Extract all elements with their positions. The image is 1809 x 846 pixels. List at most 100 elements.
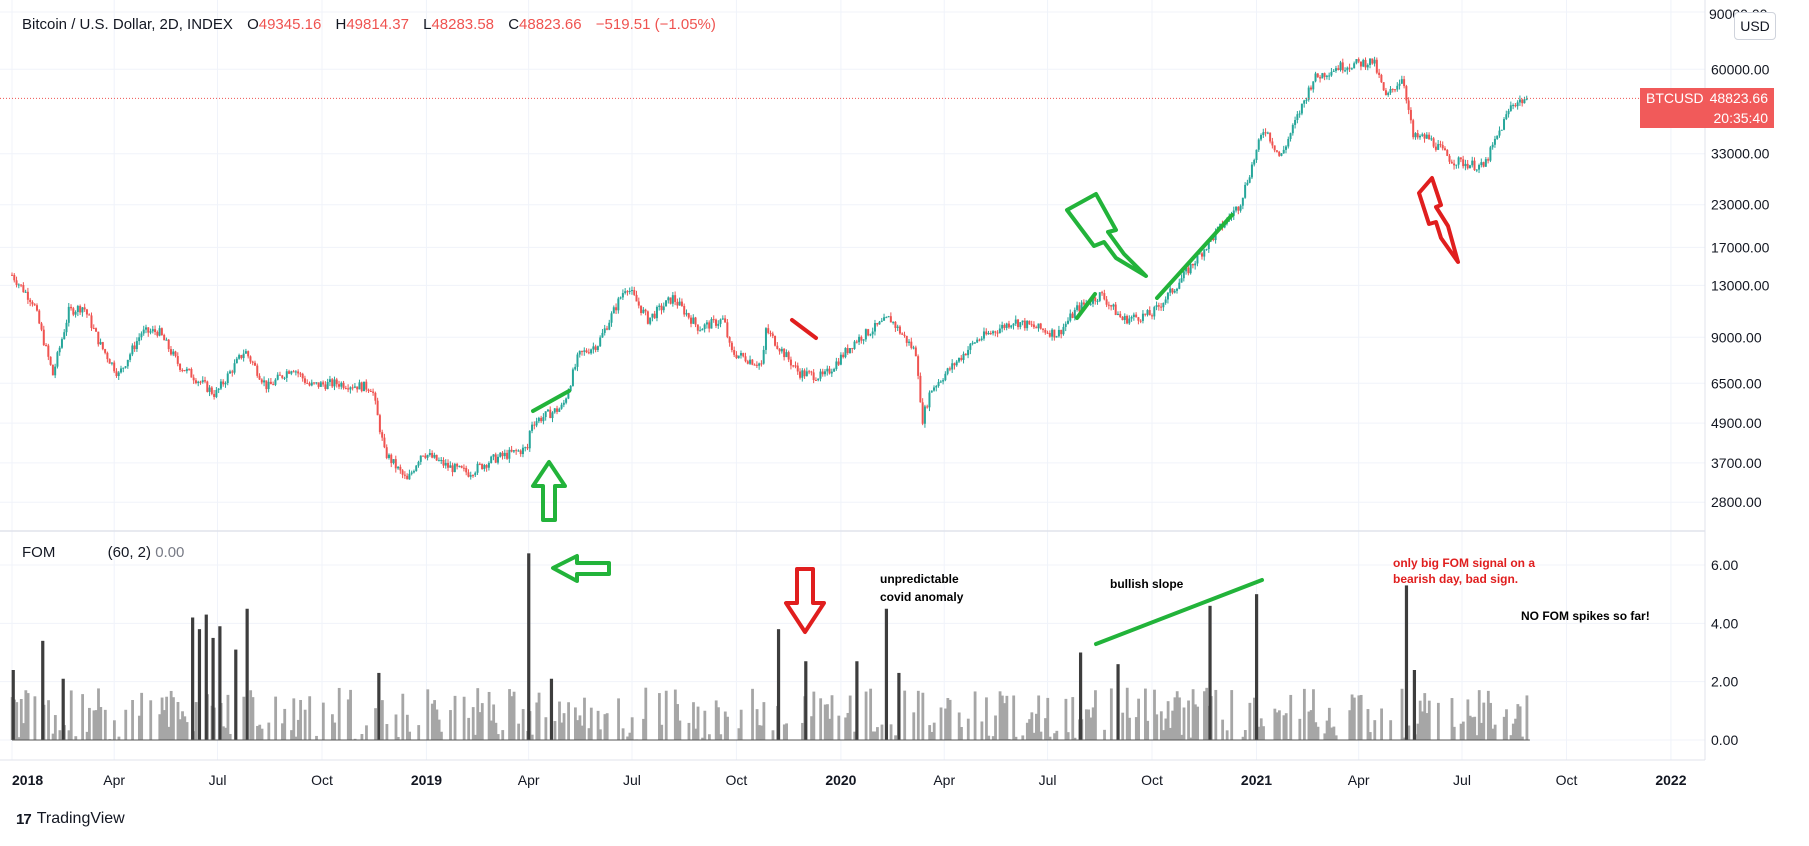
candle-body [806, 371, 808, 376]
indicator-params: (60, 2) [108, 544, 151, 561]
candle-body [1174, 291, 1176, 293]
candle-body [1374, 60, 1376, 64]
candle-body [633, 290, 635, 295]
candle-body [1156, 305, 1158, 307]
candle-body [1028, 321, 1030, 324]
candle-body [345, 388, 347, 389]
candle-body [1410, 110, 1412, 120]
candle-body [835, 361, 837, 369]
change-value: −519.51 (−1.05%) [596, 16, 716, 33]
candle-body [1267, 133, 1269, 134]
candle-body [111, 363, 113, 364]
candle-body [497, 457, 499, 463]
candle-body [1351, 68, 1353, 69]
currency-badge[interactable]: USD [1734, 12, 1776, 40]
candle-body [1149, 310, 1151, 315]
fom-bar [426, 689, 429, 740]
price-tick-label: 33000.00 [1711, 146, 1770, 162]
candle-body [29, 300, 31, 302]
candle-body [93, 328, 95, 329]
candle-body [865, 329, 867, 339]
price-tick-label: 3700.00 [1711, 455, 1762, 471]
candle-body [1315, 73, 1317, 81]
fom-bar [467, 718, 470, 740]
candle-body [163, 335, 165, 340]
fom-bar [726, 717, 729, 740]
candle-body [1419, 136, 1421, 138]
candle-body [529, 431, 531, 448]
candle-body [308, 383, 310, 385]
candle-body [41, 323, 43, 329]
candle-body [452, 465, 454, 472]
candle-body [179, 364, 181, 370]
time-tick-label: Apr [1348, 772, 1370, 788]
candle-body [181, 370, 183, 371]
candle-body [440, 460, 442, 461]
candle-body [1040, 324, 1042, 329]
annotation-text: unpredictable [880, 572, 959, 586]
time-tick-label: Jul [1453, 772, 1471, 788]
fom-bar [463, 697, 466, 740]
candle-body [883, 317, 885, 320]
candle-body [1101, 292, 1103, 293]
annotation-text: covid anomaly [880, 590, 964, 604]
candle-body [502, 453, 504, 456]
fom-bar [719, 734, 722, 740]
candle-body [1265, 132, 1267, 133]
candle-body [801, 370, 803, 377]
fom-bar [54, 715, 57, 740]
candle-body [879, 322, 881, 325]
candle-body [1435, 147, 1437, 150]
candle-body [656, 307, 658, 318]
candle-body [745, 356, 747, 361]
candle-body [256, 366, 258, 376]
candle-body [615, 307, 617, 310]
fom-bar [708, 734, 711, 740]
candle-body [897, 327, 899, 328]
fom-bar [631, 717, 634, 740]
candle-body [629, 291, 631, 292]
candle-body [915, 348, 917, 357]
candle-body [1317, 73, 1319, 77]
time-tick-label: Apr [103, 772, 125, 788]
candle-body [1135, 315, 1137, 318]
candle-body [1047, 333, 1049, 334]
candle-body [556, 408, 558, 411]
fom-bar [688, 723, 691, 740]
tradingview-branding[interactable]: 17 TradingView [16, 810, 125, 828]
candle-body [427, 455, 429, 458]
candle-body [1283, 150, 1285, 153]
price-tick-label: 60000.00 [1711, 61, 1770, 77]
candle-body [622, 293, 624, 297]
symbol-header[interactable]: Bitcoin / U.S. Dollar, 2D, INDEX O49345.… [22, 16, 716, 33]
candle-body [538, 418, 540, 421]
candle-body [524, 447, 526, 448]
candle-body [1146, 310, 1148, 315]
fom-bar [1380, 708, 1383, 740]
indicator-header[interactable]: FOM (60, 2) 0.00 [22, 544, 184, 561]
candle-body [1153, 307, 1155, 316]
candle-body [420, 456, 422, 462]
candle-body [606, 328, 608, 329]
indicator-name: FOM [22, 544, 55, 561]
candle-body [1453, 164, 1455, 166]
fom-bar [1094, 690, 1097, 740]
candle-body [333, 379, 335, 386]
candle-body [343, 383, 345, 388]
candle-body [247, 351, 249, 356]
fom-bar [921, 693, 924, 740]
price-tick-label: 23000.00 [1711, 197, 1770, 213]
candle-body [404, 475, 406, 476]
fom-bar [1226, 730, 1229, 740]
candle-body [393, 459, 395, 463]
green-lightning-icon [1067, 194, 1146, 276]
candle-body [227, 373, 229, 383]
candle-body [1140, 321, 1142, 322]
fom-bar [292, 698, 295, 740]
time-tick-label: 2019 [411, 772, 442, 788]
candle-body [134, 345, 136, 349]
candle-body [1097, 301, 1099, 302]
candle-body [856, 342, 858, 343]
fom-bar [304, 710, 307, 740]
candle-body [640, 306, 642, 313]
